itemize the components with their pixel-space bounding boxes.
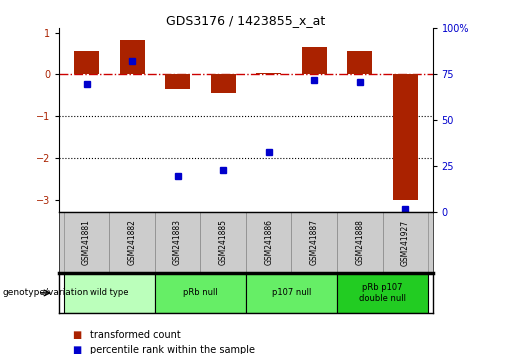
Text: pRb null: pRb null <box>183 289 218 297</box>
Bar <box>165 74 190 89</box>
Bar <box>211 74 236 93</box>
Text: GSM241881: GSM241881 <box>82 219 91 266</box>
Bar <box>347 51 372 74</box>
Text: transformed count: transformed count <box>90 330 181 339</box>
Text: p107 null: p107 null <box>272 289 311 297</box>
Bar <box>74 51 99 74</box>
Bar <box>393 74 418 200</box>
Bar <box>337 273 428 313</box>
Text: wild type: wild type <box>90 289 129 297</box>
Text: GSM241887: GSM241887 <box>310 219 319 266</box>
Bar <box>109 212 155 273</box>
Bar <box>64 212 109 273</box>
Bar <box>200 212 246 273</box>
Bar <box>383 212 428 273</box>
Text: percentile rank within the sample: percentile rank within the sample <box>90 346 255 354</box>
Text: GSM241927: GSM241927 <box>401 219 410 266</box>
Bar <box>302 47 327 74</box>
Bar <box>155 212 200 273</box>
Bar <box>64 273 155 313</box>
Text: GSM241885: GSM241885 <box>219 219 228 266</box>
Bar <box>337 212 383 273</box>
Bar <box>155 273 246 313</box>
Text: GSM241883: GSM241883 <box>173 219 182 266</box>
Text: GSM241886: GSM241886 <box>264 219 273 266</box>
Text: genotype/variation: genotype/variation <box>3 289 89 297</box>
Text: pRb p107
double null: pRb p107 double null <box>359 283 406 303</box>
Text: GSM241888: GSM241888 <box>355 219 364 266</box>
Text: GSM241882: GSM241882 <box>128 219 136 266</box>
Bar <box>246 273 337 313</box>
Title: GDS3176 / 1423855_x_at: GDS3176 / 1423855_x_at <box>166 14 325 27</box>
Bar <box>119 40 145 74</box>
Bar <box>256 73 281 74</box>
Bar <box>291 212 337 273</box>
Text: ■: ■ <box>72 346 81 354</box>
Bar <box>246 212 291 273</box>
Text: ■: ■ <box>72 330 81 339</box>
